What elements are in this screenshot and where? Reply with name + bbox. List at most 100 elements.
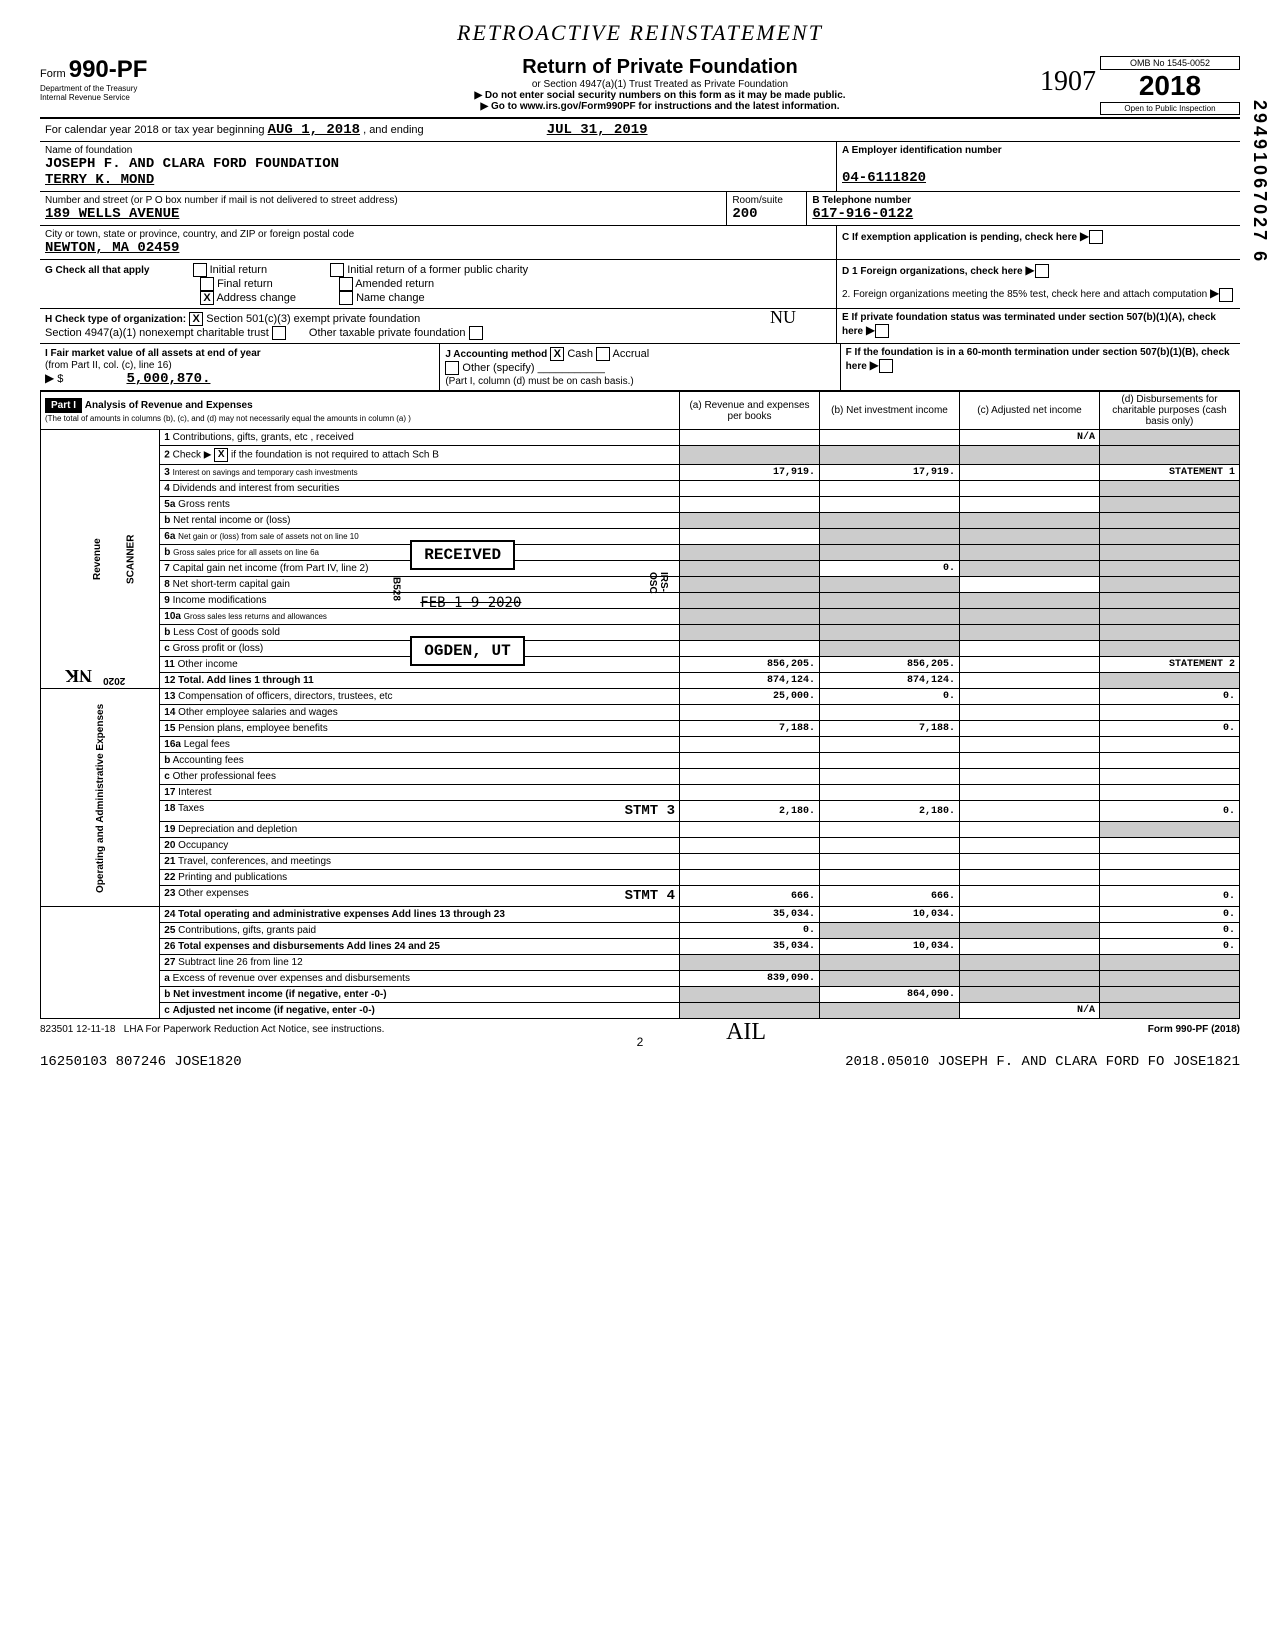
line23-label: Other expenses	[178, 888, 249, 899]
line23-b: 666.	[820, 886, 960, 907]
room-label: Room/suite	[732, 195, 801, 206]
phone-label: B Telephone number	[812, 195, 1235, 206]
line6b-label: Gross sales price for all assets on line…	[173, 548, 319, 557]
irs-label: Internal Revenue Service	[40, 93, 220, 102]
line1-c: N/A	[960, 430, 1100, 446]
line6a-label: Net gain or (loss) from sale of assets n…	[178, 532, 359, 541]
h-label: H Check type of organization:	[45, 314, 186, 325]
part1-title: Analysis of Revenue and Expenses	[85, 400, 253, 411]
line9-label: Income modifications	[173, 595, 267, 606]
name-label: Name of foundation	[45, 145, 831, 156]
g-name: Name change	[356, 292, 425, 304]
vertical-code: 29491067027 6	[1249, 100, 1270, 264]
h-other: Other taxable private foundation	[309, 327, 466, 339]
g-initial: Initial return	[210, 264, 267, 276]
line16a-label: Legal fees	[184, 739, 230, 750]
line23-a: 666.	[680, 886, 820, 907]
line26-a: 35,034.	[680, 939, 820, 955]
line7-label: Capital gain net income (from Part IV, l…	[173, 563, 369, 574]
line27c-label: Adjusted net income (if negative, enter …	[173, 1005, 375, 1016]
city-label: City or town, state or province, country…	[45, 229, 831, 240]
j-accrual: Accrual	[613, 348, 650, 360]
part1-table: Part I Analysis of Revenue and Expenses …	[40, 391, 1240, 1019]
form-title: Return of Private Foundation	[220, 56, 1100, 79]
line23-stmt: STMT 4	[625, 888, 675, 904]
admin-side-label: Operating and Administrative Expenses	[41, 689, 160, 907]
city: NEWTON, MA 02459	[45, 240, 831, 256]
phone: 617-916-0122	[812, 206, 1235, 222]
dept-label: Department of the Treasury	[40, 84, 220, 93]
i-from: (from Part II, col. (c), line 16)	[45, 360, 172, 371]
line8-label: Net short-term capital gain	[173, 579, 290, 590]
revenue-side-label: NK Revenue 2020 SCANNER	[41, 430, 160, 689]
received-stamp: RECEIVED	[410, 540, 515, 570]
h-501c3: Section 501(c)(3) exempt private foundat…	[206, 313, 420, 325]
line10c-label: Gross profit or (loss)	[173, 643, 264, 654]
line15-b: 7,188.	[820, 721, 960, 737]
ein-label: A Employer identification number	[842, 145, 1235, 156]
line27a-label: Excess of revenue over expenses and disb…	[173, 973, 410, 984]
line21-label: Travel, conferences, and meetings	[178, 856, 331, 867]
d1-label: D 1 Foreign organizations, check here ▶	[842, 263, 1235, 278]
line26-label: Total expenses and disbursements Add lin…	[178, 941, 440, 952]
form-header: Form 990-PF Department of the Treasury I…	[40, 56, 1240, 119]
line27a-a: 839,090.	[680, 971, 820, 987]
line12-b: 874,124.	[820, 673, 960, 689]
part1-note: (The total of amounts in columns (b), (c…	[45, 414, 411, 423]
footer-lha: LHA For Paperwork Reduction Act Notice, …	[124, 1024, 385, 1035]
i-amount: 5,000,870.	[126, 371, 210, 387]
line18-a: 2,180.	[680, 801, 820, 822]
line25-label: Contributions, gifts, grants paid	[178, 925, 316, 936]
period-ending-label: , and ending	[363, 124, 424, 136]
line26-d: 0.	[1100, 939, 1240, 955]
col-b-header: (b) Net investment income	[820, 392, 960, 430]
line19-label: Depreciation and depletion	[178, 824, 297, 835]
line24-label: Total operating and administrative expen…	[178, 909, 505, 920]
h-4947: Section 4947(a)(1) nonexempt charitable …	[45, 327, 269, 339]
line13-d: 0.	[1100, 689, 1240, 705]
line12-label: Total. Add lines 1 through 11	[178, 675, 314, 686]
g-initial-former: Initial return of a former public charit…	[347, 264, 528, 276]
form-subtitle: or Section 4947(a)(1) Trust Treated as P…	[220, 79, 1100, 90]
line11-d: STATEMENT 2	[1100, 657, 1240, 673]
line12-a: 874,124.	[680, 673, 820, 689]
org-name1: JOSEPH F. AND CLARA FORD FOUNDATION	[45, 156, 831, 172]
footer-form: Form 990-PF (2018)	[1148, 1024, 1240, 1035]
col-a-header: (a) Revenue and expenses per books	[680, 392, 820, 430]
line24-a: 35,034.	[680, 907, 820, 923]
g-address: Address change	[216, 292, 296, 304]
j-other: Other (specify)	[462, 362, 534, 374]
line11-b: 856,205.	[820, 657, 960, 673]
line27c-c: N/A	[960, 1003, 1100, 1019]
col-c-header: (c) Adjusted net income	[960, 392, 1100, 430]
line24-d: 0.	[1100, 907, 1240, 923]
line22-label: Printing and publications	[178, 872, 287, 883]
street: 189 WELLS AVENUE	[45, 206, 721, 222]
g-label: G Check all that apply	[45, 265, 149, 276]
form-goto: ▶ Go to www.irs.gov/Form990PF for instru…	[220, 101, 1100, 112]
line11-a: 856,205.	[680, 657, 820, 673]
line11-label: Other income	[178, 659, 238, 670]
ein: 04-6111820	[842, 170, 1235, 186]
line15-label: Pension plans, employee benefits	[178, 723, 328, 734]
line4-label: Dividends and interest from securities	[173, 483, 340, 494]
line2-label: Check ▶	[173, 450, 212, 461]
line13-b: 0.	[820, 689, 960, 705]
line23-d: 0.	[1100, 886, 1240, 907]
footer-bottom-center: 2018.05010 JOSEPH F. AND CLARA FORD FO J…	[845, 1054, 1240, 1070]
irs-osc-stamp: IRS-OSC	[647, 572, 669, 594]
form-label: Form	[40, 68, 66, 80]
room: 200	[732, 206, 801, 222]
line5b-label: Net rental income or (loss)	[173, 515, 290, 526]
line3-label: Interest on savings and temporary cash i…	[173, 468, 358, 477]
line20-label: Occupancy	[178, 840, 228, 851]
line14-label: Other employee salaries and wages	[178, 707, 338, 718]
org-name2: TERRY K. MOND	[45, 172, 831, 188]
line10b-label: Less Cost of goods sold	[173, 627, 280, 638]
footer-code: 823501 12-11-18	[40, 1024, 115, 1035]
line24-b: 10,034.	[820, 907, 960, 923]
period-label: For calendar year 2018 or tax year begin…	[45, 124, 265, 136]
line25-a: 0.	[680, 923, 820, 939]
street-label: Number and street (or P O box number if …	[45, 195, 721, 206]
hw-nu: NU	[770, 307, 796, 328]
